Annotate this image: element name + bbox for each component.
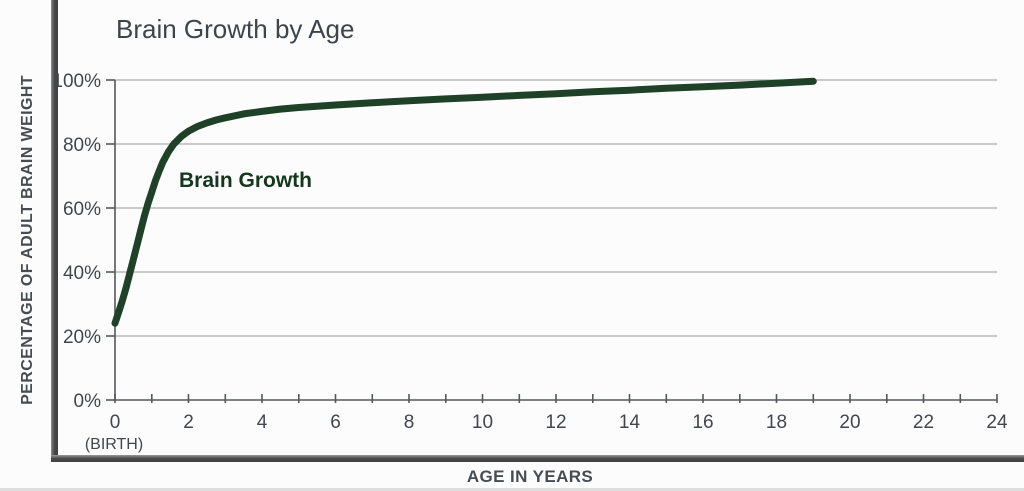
- y-tick-label: 0%: [74, 391, 102, 412]
- x-tick-label: 20: [839, 412, 860, 433]
- x-tick-label: 24: [986, 412, 1008, 433]
- x-tick-label: 6: [330, 412, 341, 433]
- series-label: Brain Growth: [179, 169, 312, 192]
- gridlines: [115, 79, 997, 337]
- x-axis-birth-note: (BIRTH): [85, 436, 143, 453]
- x-axis-label: AGE IN YEARS: [467, 467, 593, 486]
- brain-growth-curve: [111, 77, 817, 327]
- y-tick-label: 60%: [63, 199, 101, 220]
- page-edge-shadow: [0, 488, 1024, 491]
- x-tick-label: 16: [692, 412, 713, 433]
- y-tick-label: 40%: [63, 263, 101, 284]
- x-tick-label: 8: [404, 412, 415, 433]
- x-axis-ticks: [114, 394, 998, 403]
- frame-bottom-bar: [51, 455, 1024, 462]
- x-tick-label: 22: [913, 412, 934, 433]
- frame-left-bar: [51, 0, 58, 462]
- x-tick-label: 14: [619, 412, 641, 433]
- x-tick-label: 10: [472, 412, 493, 433]
- y-axis-label: PERCENTAGE OF ADULT BRAIN WEIGHT: [19, 75, 36, 405]
- y-tick-label: 80%: [63, 135, 101, 156]
- x-tick-label: 2: [183, 412, 194, 433]
- y-axis-ticks: [106, 79, 115, 401]
- y-tick-label: 20%: [63, 327, 101, 348]
- x-tick-label: 0: [110, 412, 121, 433]
- x-tick-label: 18: [766, 412, 787, 433]
- y-axis-tick-labels: 0% 20% 40% 60% 80% 100%: [52, 71, 101, 412]
- x-tick-label: 4: [257, 412, 268, 433]
- chart-title: Brain Growth by Age: [116, 14, 354, 44]
- x-axis-tick-labels: 0 2 4 6 8 10 12 14 16 18 20 22 24: [110, 412, 1008, 433]
- y-tick-label: 100%: [52, 71, 101, 92]
- x-tick-label: 12: [545, 412, 566, 433]
